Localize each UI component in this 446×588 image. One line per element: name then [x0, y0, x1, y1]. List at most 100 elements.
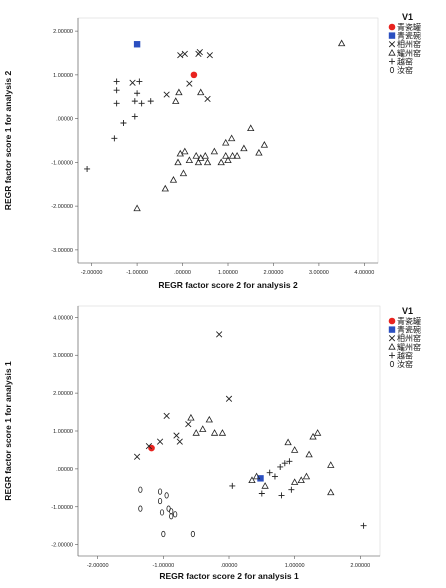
y-tick-label: 1.00000 — [53, 73, 73, 79]
y-tick-label: -2.00000 — [51, 204, 73, 210]
data-point — [203, 158, 212, 166]
data-point — [210, 429, 219, 436]
x-tick-label: -1.00000 — [152, 563, 174, 569]
data-point — [288, 486, 295, 493]
legend-item-label: 青瓷罐 — [397, 316, 421, 326]
data-point — [192, 429, 200, 436]
data-point — [113, 87, 120, 94]
legend-marker — [388, 335, 396, 342]
data-point — [131, 98, 138, 105]
data-point — [185, 156, 194, 163]
data-point — [161, 530, 166, 538]
data-point — [266, 469, 273, 476]
data-point — [185, 421, 192, 428]
data-point — [169, 508, 174, 515]
data-point — [148, 444, 155, 452]
x-tick-label: 1.00000 — [285, 563, 305, 569]
data-point — [258, 490, 265, 497]
data-point — [305, 450, 313, 458]
data-point — [327, 488, 335, 496]
legend-item-label: 青瓷罐 — [397, 22, 421, 32]
data-point — [120, 120, 127, 126]
data-point — [277, 463, 284, 470]
data-point — [271, 473, 278, 480]
data-point — [190, 530, 195, 538]
data-point — [197, 88, 205, 96]
data-point — [260, 141, 269, 148]
y-tick-label: -3.00000 — [51, 248, 73, 254]
data-point — [290, 446, 299, 453]
x-tick-label: 3.00000 — [309, 270, 329, 276]
y-tick-label: 1.00000 — [53, 429, 73, 435]
legend-item-label: 汝窑 — [397, 65, 413, 75]
legend-marker — [388, 317, 396, 325]
data-point — [255, 148, 263, 156]
data-point — [313, 429, 322, 436]
data-point — [113, 100, 120, 107]
legend-marker — [388, 23, 396, 31]
data-point — [217, 158, 225, 166]
legend-marker — [389, 66, 395, 74]
data-point — [169, 513, 174, 520]
legend-item-label: 耀州窑 — [397, 342, 421, 352]
legend-item-label: 青瓷碗 — [397, 325, 421, 335]
data-point — [157, 488, 163, 495]
data-point — [261, 482, 269, 489]
data-point — [206, 52, 213, 59]
data-point — [240, 144, 248, 152]
y-axis-label: REGR factor score 1 for analysis 1 — [3, 361, 13, 501]
data-point — [133, 453, 141, 460]
data-point — [233, 151, 241, 159]
x-tick-label: 2.00000 — [264, 270, 284, 276]
data-point — [278, 492, 285, 499]
data-point — [199, 425, 207, 432]
data-point — [157, 497, 163, 505]
data-point — [284, 438, 292, 446]
y-tick-label: 2.00000 — [53, 29, 73, 35]
data-point — [138, 486, 143, 493]
data-point — [175, 88, 183, 96]
data-point — [201, 151, 209, 159]
legend-item-label: 越窑 — [397, 56, 413, 66]
data-point — [176, 438, 183, 445]
data-point — [173, 511, 178, 518]
data-point — [297, 476, 305, 484]
data-point — [156, 438, 164, 445]
data-point — [133, 41, 141, 48]
y-tick-label: 2.00000 — [53, 391, 73, 397]
data-point — [131, 113, 138, 120]
data-point — [145, 443, 153, 450]
legend-item-label: 汝窑 — [397, 359, 413, 369]
data-point — [222, 151, 230, 159]
chart-1: -2.00000 -1.00000 .00000 1.00000 2.00000 3.00… — [3, 12, 421, 290]
y-tick-label: .00000 — [56, 467, 73, 473]
legend-item-label: 相州窑 — [397, 333, 421, 343]
x-tick-label: -2.00000 — [87, 563, 109, 569]
data-point — [197, 154, 205, 161]
data-point — [204, 95, 211, 103]
data-point — [252, 472, 261, 480]
y-axis-label: REGR factor score 1 for analysis 2 — [3, 71, 13, 211]
data-point — [161, 184, 169, 192]
data-point — [224, 156, 232, 163]
data-point — [196, 49, 203, 56]
data-point — [222, 138, 230, 146]
data-point — [360, 522, 367, 529]
data-point — [181, 147, 189, 155]
legend-marker — [388, 41, 396, 48]
data-point — [194, 158, 203, 166]
legend-marker — [389, 58, 395, 65]
legend-marker — [388, 32, 396, 39]
data-point — [179, 169, 188, 177]
data-point — [134, 90, 141, 97]
data-point — [181, 50, 188, 57]
data-point — [176, 149, 184, 157]
data-point — [302, 472, 311, 480]
x-tick-label: -1.00000 — [126, 270, 148, 276]
data-point — [257, 475, 264, 482]
legend-title: V1 — [402, 306, 413, 316]
data-point — [247, 124, 255, 132]
data-point — [84, 165, 91, 172]
data-point — [337, 39, 346, 47]
